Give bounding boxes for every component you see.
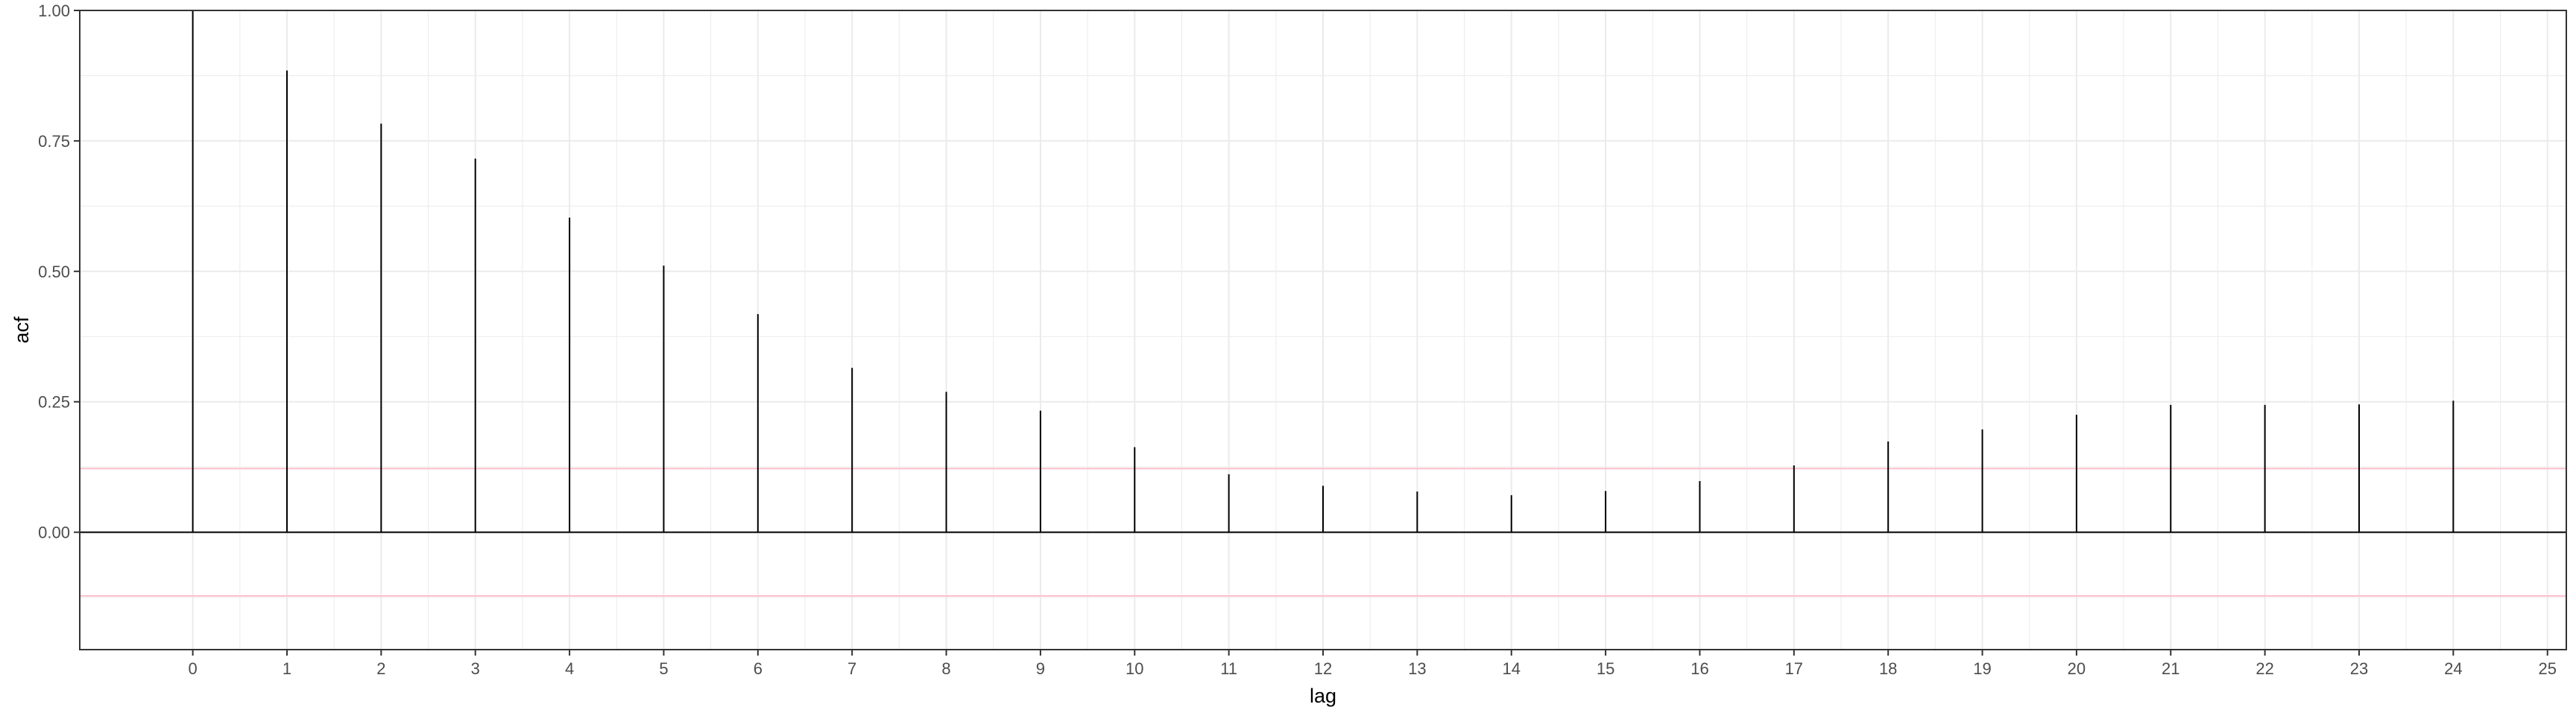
x-axis-ticks: 0 1 2 3 4 5 6 7 8 9 10 11 12 13 14 15 16 17 18 19 20 21 22 23 24… [189, 650, 2557, 678]
x-tick-label: 16 [1690, 659, 1708, 678]
x-tick-label: 24 [2444, 659, 2462, 678]
x-tick-label: 6 [754, 659, 763, 678]
x-tick-label: 14 [1502, 659, 1520, 678]
x-tick-label: 13 [1408, 659, 1426, 678]
y-axis-title: acf [10, 316, 33, 344]
x-tick-label: 17 [1785, 659, 1803, 678]
x-tick-label: 19 [1973, 659, 1991, 678]
x-tick-label: 0 [189, 659, 198, 678]
x-tick-label: 20 [2068, 659, 2086, 678]
x-tick-label: 7 [847, 659, 856, 678]
x-tick-label: 5 [659, 659, 668, 678]
x-tick-label: 22 [2255, 659, 2273, 678]
x-tick-label: 15 [1597, 659, 1614, 678]
x-tick-label: 12 [1314, 659, 1332, 678]
x-tick-label: 8 [941, 659, 950, 678]
y-axis-ticks: 0.00 0.25 0.50 0.75 1.00 [38, 1, 80, 542]
x-tick-label: 18 [1879, 659, 1897, 678]
x-tick-label: 2 [376, 659, 385, 678]
x-axis-title: lag [1310, 685, 1336, 707]
grid-lines [80, 10, 2566, 650]
x-tick-label: 11 [1220, 659, 1237, 678]
x-tick-label: 1 [282, 659, 291, 678]
x-tick-label: 3 [471, 659, 480, 678]
y-tick-label: 0.50 [38, 263, 70, 281]
x-tick-label: 25 [2538, 659, 2556, 678]
x-tick-label: 23 [2350, 659, 2368, 678]
y-tick-label: 0.25 [38, 393, 70, 412]
y-tick-label: 0.75 [38, 132, 70, 151]
x-tick-label: 21 [2162, 659, 2179, 678]
y-tick-label: 1.00 [38, 1, 70, 20]
confidence-bounds [80, 468, 2566, 597]
x-tick-label: 4 [565, 659, 574, 678]
acf-stems [192, 10, 2455, 533]
x-tick-label: 9 [1036, 659, 1045, 678]
x-tick-label: 10 [1126, 659, 1143, 678]
y-tick-label: 0.00 [38, 524, 70, 542]
